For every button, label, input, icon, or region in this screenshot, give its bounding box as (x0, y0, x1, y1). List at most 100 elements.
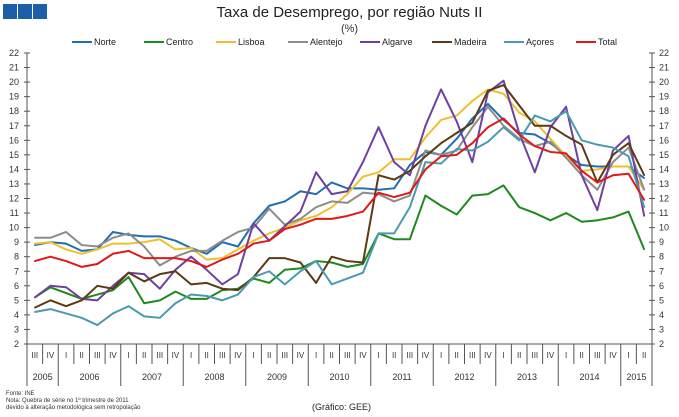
data-point-algarve (284, 225, 286, 227)
data-point-alentejo (268, 207, 270, 210)
quarter-label: II (454, 351, 458, 360)
data-point-acores (440, 162, 442, 165)
data-point-alentejo (127, 232, 130, 235)
data-point-lisboa (330, 206, 333, 209)
data-point-total (627, 172, 630, 175)
data-point-madeira (534, 124, 536, 127)
data-point-centro (409, 238, 411, 241)
data-point-norte (159, 235, 161, 238)
data-point-madeira (143, 280, 145, 283)
legend-swatch (144, 41, 164, 43)
data-point-madeira (299, 261, 302, 264)
data-point-algarve (221, 283, 224, 286)
footnote-note: Nota: Quebra de série no 1º trimestre de… (6, 398, 129, 404)
data-point-acores (596, 143, 599, 146)
legend-label: Madeira (454, 37, 487, 47)
y-tick-label-left: 8 (14, 252, 19, 262)
data-point-norte (65, 242, 67, 245)
data-point-norte (80, 250, 83, 252)
data-point-acores (627, 155, 630, 158)
quarter-label: I (627, 351, 629, 360)
data-point-alentejo (96, 245, 99, 248)
data-point-lisboa (143, 241, 145, 243)
legend-label: Algarve (382, 37, 413, 47)
legend-swatch (504, 41, 524, 43)
data-point-lisboa (612, 165, 614, 168)
y-tick-label-left: 16 (9, 135, 19, 145)
quarter-label: II (142, 351, 146, 360)
quarter-label: IV (47, 351, 55, 360)
quarter-label: I (440, 351, 442, 360)
year-label: 2010 (329, 372, 349, 382)
legend-label: Açores (526, 37, 555, 47)
data-point-lisboa (127, 242, 130, 245)
data-point-total (143, 257, 145, 259)
data-point-acores (549, 120, 552, 123)
data-point-madeira (34, 306, 36, 309)
data-point-acores (268, 270, 270, 273)
data-point-madeira (80, 299, 83, 302)
data-point-alentejo (424, 149, 427, 152)
quarter-label: II (79, 351, 83, 360)
data-point-lisboa (96, 248, 99, 251)
quarter-label: III (469, 351, 476, 360)
data-point-centro (127, 276, 130, 278)
data-point-norte (237, 245, 239, 248)
data-point-acores (362, 271, 364, 274)
data-point-acores (424, 161, 427, 163)
data-point-total (80, 266, 83, 268)
y-tick-label-left: 5 (14, 295, 19, 305)
data-point-alentejo (612, 161, 614, 163)
data-point-algarve (565, 106, 567, 108)
y-tick-label-left: 14 (9, 164, 19, 174)
y-tick-label-right: 11 (659, 208, 668, 218)
data-point-centro (284, 268, 286, 271)
data-point-norte (534, 133, 536, 136)
data-point-centro (112, 289, 114, 291)
data-point-alentejo (330, 200, 333, 203)
data-point-algarve (627, 135, 630, 137)
y-tick-label-right: 5 (659, 295, 664, 305)
data-point-centro (65, 292, 67, 294)
data-point-madeira (487, 90, 489, 92)
data-point-norte (580, 164, 583, 166)
data-point-lisboa (346, 193, 349, 195)
data-point-total (346, 215, 349, 217)
y-tick-label-right: 10 (659, 223, 669, 233)
data-point-alentejo (315, 206, 317, 209)
quarter-label: III (531, 351, 538, 360)
data-point-total (65, 260, 67, 262)
data-point-total (205, 266, 208, 268)
data-point-centro (565, 212, 567, 214)
data-point-total (424, 168, 427, 171)
data-point-acores (190, 293, 192, 296)
data-point-algarve (205, 268, 208, 271)
y-tick-label-right: 20 (659, 77, 669, 87)
data-point-alentejo (471, 126, 474, 129)
legend-swatch (72, 41, 92, 43)
data-point-alentejo (299, 218, 302, 220)
quarter-label: III (344, 351, 351, 360)
data-point-total (643, 199, 645, 201)
data-point-madeira (315, 282, 317, 284)
data-point-madeira (409, 170, 411, 172)
data-point-total (112, 252, 114, 255)
data-point-centro (596, 219, 599, 222)
data-point-acores (487, 140, 489, 143)
data-point-madeira (112, 287, 114, 290)
quarter-label: III (594, 351, 601, 360)
data-point-alentejo (596, 188, 599, 191)
data-point-acores (96, 324, 99, 326)
data-point-madeira (377, 174, 380, 177)
y-tick-label-left: 21 (9, 63, 19, 73)
data-point-centro (627, 210, 630, 213)
legend-label: Centro (166, 37, 194, 47)
data-point-lisboa (502, 92, 505, 95)
quarter-label: III (31, 351, 38, 360)
data-point-total (96, 263, 99, 265)
data-point-acores (518, 139, 520, 142)
data-point-total (127, 250, 130, 252)
data-point-lisboa (518, 111, 520, 114)
quarter-label: III (156, 351, 163, 360)
data-point-acores (377, 232, 380, 235)
